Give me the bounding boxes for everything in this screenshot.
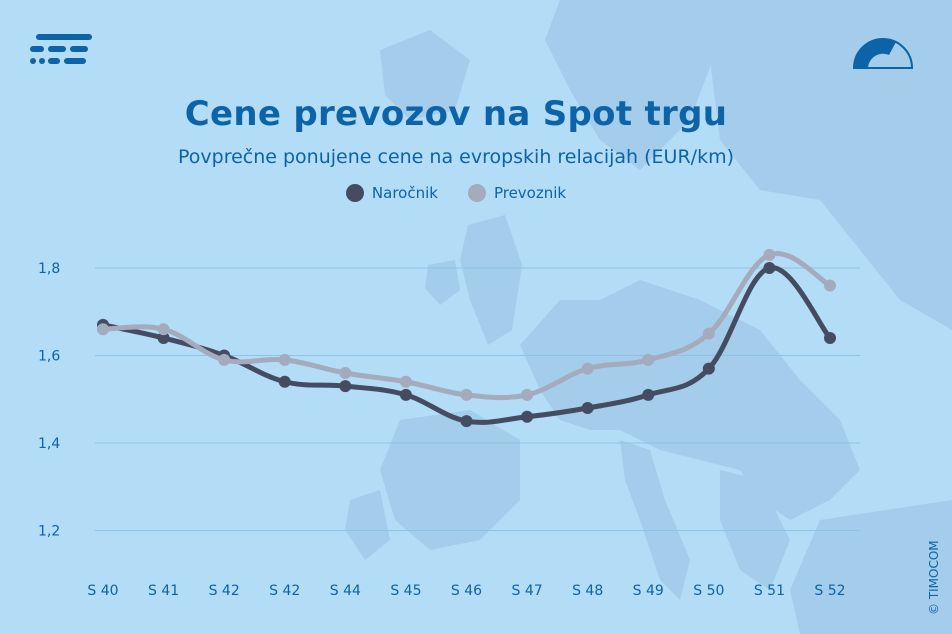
data-point-prevoznik [521, 388, 534, 401]
data-point-narocnik [702, 362, 715, 375]
y-tick-label: 1,2 [38, 524, 60, 540]
data-point-prevoznik [581, 362, 594, 375]
x-tick-label: S 52 [814, 583, 845, 599]
data-point-narocnik [763, 262, 776, 274]
x-tick-label: S 48 [572, 583, 603, 599]
data-point-prevoznik [157, 323, 170, 336]
data-point-prevoznik [218, 353, 231, 366]
legend-marker-prevoznik [467, 184, 486, 202]
data-point-narocnik [278, 375, 291, 388]
data-point-narocnik [399, 388, 412, 401]
data-point-prevoznik [339, 367, 352, 379]
data-point-narocnik [339, 380, 352, 393]
data-point-prevoznik [702, 327, 715, 340]
data-point-prevoznik [763, 248, 776, 261]
gauge-icon [853, 38, 913, 69]
data-point-narocnik [642, 388, 655, 401]
x-tick-label: S 42 [209, 583, 240, 599]
data-point-prevoznik [824, 279, 836, 292]
x-tick-label: S 51 [754, 583, 785, 599]
data-point-narocnik [581, 402, 594, 414]
chart-subtitle: Povprečne ponujene cene na evropskih rel… [177, 146, 734, 168]
legend-item-narocnik: Naročnik [345, 184, 438, 202]
x-tick-label: S 40 [87, 583, 118, 599]
x-tick-label: S 41 [148, 583, 179, 599]
data-point-prevoznik [278, 353, 291, 366]
legend-marker-narocnik [345, 184, 364, 202]
data-point-prevoznik [399, 375, 412, 388]
data-point-prevoznik [642, 353, 655, 366]
x-tick-label: S 45 [390, 583, 421, 599]
x-tick-label: S 42 [269, 583, 300, 599]
chart-title: Cene prevozov na Spot trgu [184, 94, 728, 134]
data-point-narocnik [521, 410, 534, 423]
legend-label-prevoznik: Prevoznik [493, 184, 567, 202]
legend-item-prevoznik: Prevoznik [467, 184, 567, 202]
x-tick-label: S 47 [512, 583, 543, 599]
x-tick-label: S 49 [633, 583, 664, 599]
x-tick-label: S 50 [693, 583, 724, 599]
y-tick-label: 1,6 [38, 349, 60, 365]
data-point-narocnik [157, 332, 170, 344]
legend-label-narocnik: Naročnik [371, 184, 438, 202]
data-point-narocnik [460, 415, 473, 428]
data-point-prevoznik [97, 323, 109, 336]
data-point-prevoznik [460, 388, 473, 401]
copyright-text: © TIMOCOM [927, 540, 941, 615]
x-tick-label: S 46 [451, 583, 482, 599]
y-tick-label: 1,4 [38, 436, 60, 452]
data-point-narocnik [824, 332, 836, 344]
series-line-prevoznik [100, 250, 833, 401]
timocom-logo-icon [30, 34, 92, 64]
legend: Naročnik Prevoznik [0, 184, 912, 202]
y-tick-label: 1,8 [38, 261, 60, 277]
x-tick-label: S 44 [330, 583, 361, 599]
